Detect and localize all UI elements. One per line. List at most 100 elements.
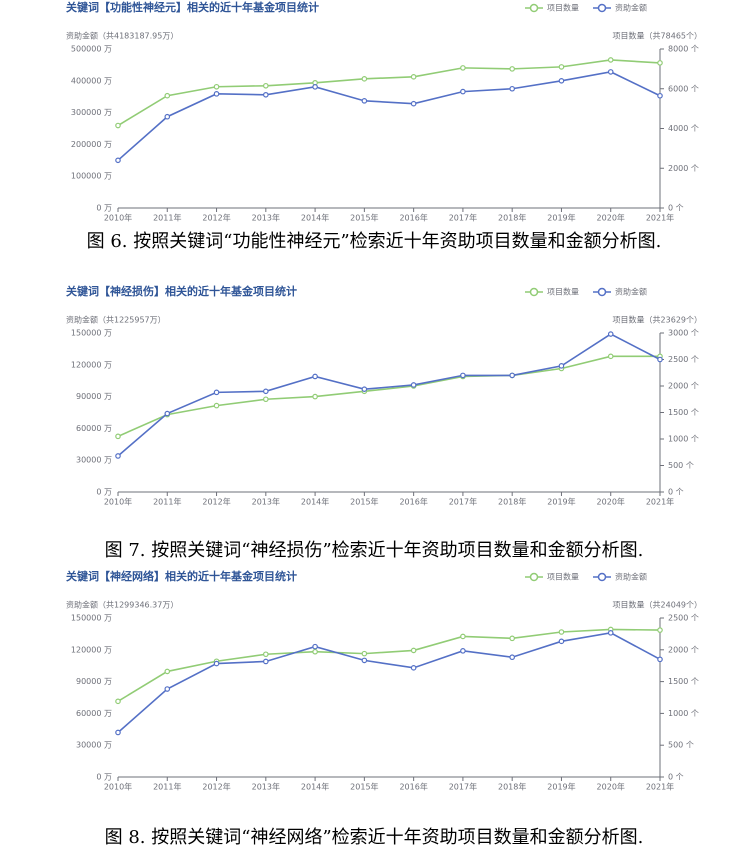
x-tick-label: 2016年 <box>399 497 427 507</box>
data-point <box>509 66 515 72</box>
data-point <box>558 64 565 70</box>
data-point <box>312 84 318 90</box>
data-point <box>410 382 417 388</box>
y-tick-label: 150000 万 <box>71 614 112 623</box>
x-tick-label: 2012年 <box>202 213 230 223</box>
data-point <box>607 630 614 636</box>
legend-label: 项目数量 <box>547 3 579 13</box>
x-tick-label: 2020年 <box>597 782 625 792</box>
x-tick-label: 2011年 <box>153 497 181 507</box>
series-line <box>117 632 661 734</box>
y2-tick-label: 1500 个 <box>668 408 699 417</box>
data-point <box>115 698 121 705</box>
x-tick-label: 2020年 <box>597 213 625 223</box>
y2-tick-label: 2500 个 <box>668 614 699 623</box>
y2-tick-label: 0 个 <box>668 773 684 782</box>
data-point <box>657 356 663 363</box>
data-point <box>164 668 171 675</box>
data-point <box>213 389 220 396</box>
y-tick-label: 60000 万 <box>76 709 112 718</box>
y-axis-label: 资助金额（共1225957万） <box>66 315 166 325</box>
x-tick-label: 2015年 <box>350 782 378 792</box>
data-point <box>657 92 663 99</box>
y2-tick-label: 0 个 <box>668 204 684 213</box>
y-tick-label: 30000 万 <box>76 741 112 750</box>
y-tick-label: 500000 万 <box>71 45 112 54</box>
data-point <box>509 635 515 642</box>
y-tick-label: 0 万 <box>96 488 112 497</box>
x-tick-label: 2021年 <box>646 782 674 792</box>
x-tick-label: 2013年 <box>252 213 280 223</box>
data-point <box>460 648 466 654</box>
data-point <box>361 386 368 392</box>
y2-tick-label: 4000 个 <box>668 124 699 133</box>
legend-marker <box>529 572 539 582</box>
data-point <box>361 76 368 82</box>
x-tick-label: 2019年 <box>547 213 575 223</box>
data-point <box>263 658 269 665</box>
x-tick-label: 2013年 <box>252 497 280 507</box>
y2-tick-label: 500 个 <box>668 461 694 470</box>
data-point <box>115 122 121 129</box>
y-tick-label: 90000 万 <box>76 677 112 686</box>
data-point <box>410 74 417 80</box>
data-point <box>213 660 220 667</box>
x-tick-label: 2012年 <box>202 782 230 792</box>
y2-axis-label: 项目数量（共23629个） <box>613 315 702 325</box>
y-tick-label: 30000 万 <box>76 456 112 465</box>
x-tick-label: 2020年 <box>597 497 625 507</box>
y2-tick-label: 2000 个 <box>668 164 699 173</box>
x-tick-label: 2017年 <box>449 213 477 223</box>
data-point <box>361 657 368 664</box>
y2-axis-label: 项目数量（共24049个） <box>613 600 702 610</box>
x-tick-label: 2011年 <box>153 213 181 223</box>
x-tick-label: 2014年 <box>301 782 329 792</box>
data-point <box>164 686 171 692</box>
series-line <box>117 333 661 457</box>
y-tick-label: 400000 万 <box>71 76 112 85</box>
x-tick-label: 2019年 <box>547 782 575 792</box>
x-tick-label: 2017年 <box>449 782 477 792</box>
y-tick-label: 90000 万 <box>76 392 112 401</box>
y2-tick-label: 500 个 <box>668 741 694 750</box>
x-tick-label: 2016年 <box>399 213 427 223</box>
data-point <box>657 656 663 663</box>
data-point <box>115 453 121 459</box>
y-tick-label: 120000 万 <box>71 645 112 654</box>
data-point <box>213 91 220 97</box>
legend-marker <box>597 572 607 582</box>
legend-label: 资助金额 <box>615 572 647 582</box>
data-point <box>312 393 318 400</box>
y2-tick-label: 1000 个 <box>668 435 699 444</box>
data-point <box>410 665 417 671</box>
data-point <box>312 643 318 650</box>
legend-label: 资助金额 <box>615 3 647 13</box>
data-point <box>263 388 269 395</box>
data-point <box>263 91 269 98</box>
y-tick-label: 300000 万 <box>71 108 112 117</box>
data-point <box>263 651 269 658</box>
legend-marker <box>597 287 607 297</box>
y-tick-label: 200000 万 <box>71 140 112 149</box>
data-point <box>361 98 368 104</box>
x-tick-label: 2016年 <box>399 782 427 792</box>
x-tick-label: 2010年 <box>104 782 132 792</box>
y2-tick-label: 2000 个 <box>668 645 699 654</box>
x-tick-label: 2021年 <box>646 213 674 223</box>
data-point <box>410 647 417 654</box>
data-point <box>657 60 663 66</box>
data-point <box>164 410 171 417</box>
figure-caption: 图 7. 按照关键词“神经损伤”检索近十年资助项目数量和金额分析图. <box>105 540 644 561</box>
y-axis-label: 资助金额（共4183187.95万） <box>66 31 178 41</box>
data-point <box>460 372 466 379</box>
series-line <box>117 59 661 127</box>
data-point <box>558 78 565 84</box>
y-tick-label: 100000 万 <box>71 172 112 181</box>
data-point <box>509 654 515 661</box>
y2-tick-label: 8000 个 <box>668 45 699 54</box>
data-point <box>558 363 565 369</box>
y2-tick-label: 0 个 <box>668 488 684 497</box>
y2-tick-label: 6000 个 <box>668 84 699 93</box>
y2-tick-label: 1500 个 <box>668 677 699 686</box>
